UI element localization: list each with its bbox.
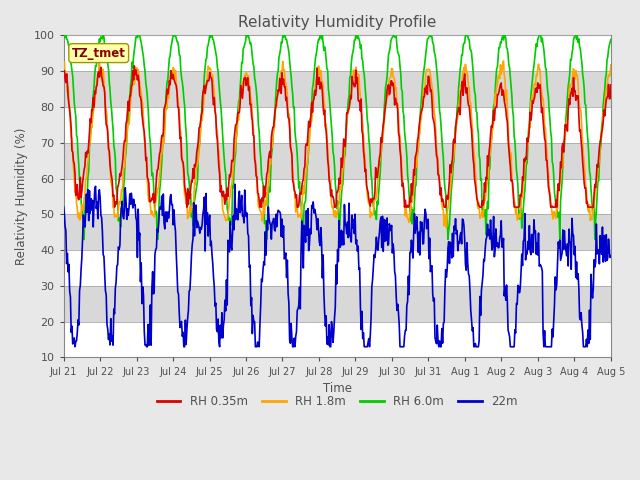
Y-axis label: Relativity Humidity (%): Relativity Humidity (%) — [15, 128, 28, 265]
Bar — [63, 250, 611, 286]
Bar — [63, 71, 611, 107]
Legend: RH 0.35m, RH 1.8m, RH 6.0m, 22m: RH 0.35m, RH 1.8m, RH 6.0m, 22m — [152, 390, 522, 413]
Bar — [63, 143, 611, 179]
Text: TZ_tmet: TZ_tmet — [72, 47, 125, 60]
Bar — [63, 107, 611, 143]
Bar — [63, 179, 611, 214]
Bar — [63, 286, 611, 322]
Title: Relativity Humidity Profile: Relativity Humidity Profile — [238, 15, 436, 30]
Bar — [63, 214, 611, 250]
X-axis label: Time: Time — [323, 382, 352, 395]
Bar — [63, 36, 611, 71]
Bar — [63, 322, 611, 358]
